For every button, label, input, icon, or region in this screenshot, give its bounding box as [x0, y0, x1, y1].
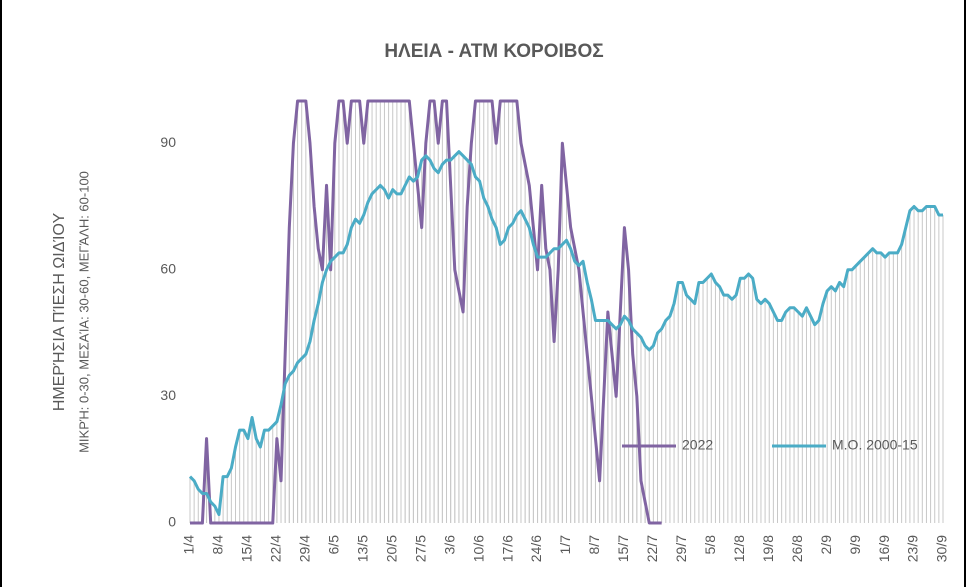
chart-title: ΗΛΕΙΑ - ΑΤΜ ΚΟΡΟΙΒΟΣ: [384, 41, 603, 62]
x-tick-label: 20/5: [383, 535, 399, 562]
x-tick-label: 1/7: [557, 535, 573, 555]
y-tick-label: 30: [160, 387, 176, 403]
y-tick-label: 0: [168, 514, 176, 530]
x-tick-label: 26/8: [789, 535, 805, 562]
series-line: [188, 150, 943, 517]
x-tick-label: 15/7: [615, 535, 631, 562]
x-tick-label: 8/7: [586, 535, 602, 555]
x-tick-label: 23/9: [905, 535, 921, 562]
x-tick-label: 6/5: [326, 535, 342, 555]
x-tick-label: 13/5: [354, 535, 370, 562]
x-tick-label: 9/9: [847, 535, 863, 555]
x-tick-label: 27/5: [412, 535, 428, 562]
y-tick-label: 60: [160, 261, 176, 277]
y-axis-title: ΗΜΕΡΉΣΙΑ ΠΊΕΣΗ ΩΙΔΊΟΥ: [51, 213, 68, 412]
x-tick-label: 5/8: [702, 535, 718, 555]
x-tick-label: 17/6: [499, 535, 515, 562]
x-tick-label: 1/4: [181, 535, 197, 555]
legend-label: 2022: [682, 437, 713, 453]
series-line: [190, 99, 662, 525]
x-tick-label: 8/4: [210, 535, 226, 555]
x-tick-label: 2/9: [818, 535, 834, 555]
x-tick-label: 3/6: [441, 535, 457, 555]
x-tick-label: 10/6: [470, 535, 486, 562]
x-tick-label: 19/8: [760, 535, 776, 562]
x-tick-label: 29/4: [297, 535, 313, 562]
x-tick-label: 29/7: [673, 535, 689, 562]
x-tick-label: 22/4: [268, 535, 284, 562]
legend-label: Μ.Ο. 2000-15: [832, 437, 918, 453]
x-tick-label: 12/8: [731, 535, 747, 562]
x-tick-label: 15/4: [239, 535, 255, 562]
y-axis-subtitle: ΜΙΚΡΉ: 0-30, ΜΕΣΑΊΑ: 30-60, ΜΕΓΆΛΗ: 60-1…: [76, 171, 91, 453]
x-tick-label: 30/9: [934, 535, 950, 562]
y-tick-label: 90: [160, 134, 176, 150]
x-tick-label: 22/7: [644, 535, 660, 562]
x-tick-label: 24/6: [528, 535, 544, 562]
x-tick-label: 16/9: [876, 535, 892, 562]
